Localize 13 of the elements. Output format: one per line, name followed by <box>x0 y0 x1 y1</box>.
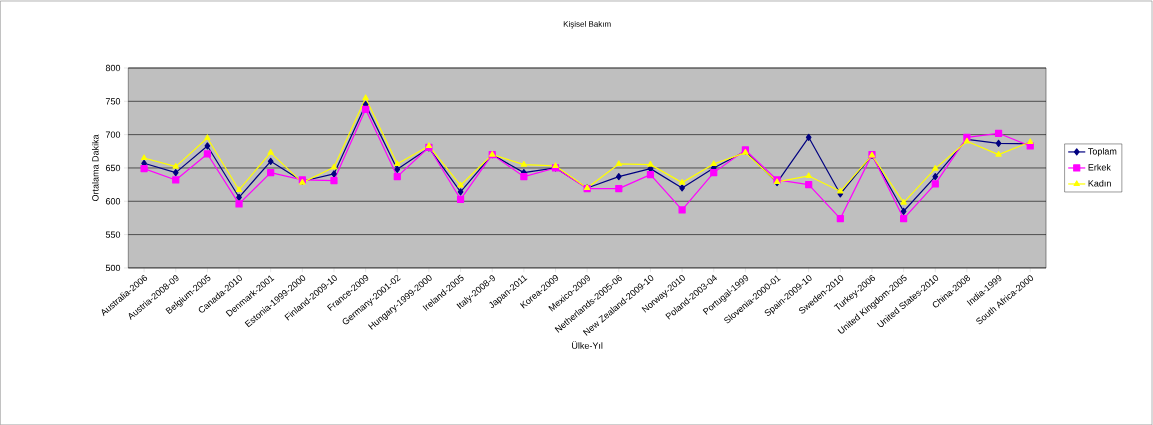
y-tick-label: 650 <box>105 164 121 172</box>
y-tick-label: 550 <box>105 231 121 238</box>
y-tick-label: 500 <box>105 264 121 272</box>
y-tick-label: 750 <box>105 98 121 105</box>
legend-label: Kadın <box>1088 179 1111 187</box>
legend-label: Erkek <box>1088 163 1111 171</box>
y-axis-title: Ortalama Dakika <box>91 134 99 201</box>
legend-label: Toplam <box>1088 147 1117 157</box>
y-tick-label: 600 <box>105 197 121 205</box>
y-tick-label: 700 <box>105 131 121 138</box>
x-axis-title: Ülke-Yıl <box>572 341 603 349</box>
chart-title: Kişisel Bakım <box>563 20 611 29</box>
y-tick-label: 800 <box>105 64 121 72</box>
